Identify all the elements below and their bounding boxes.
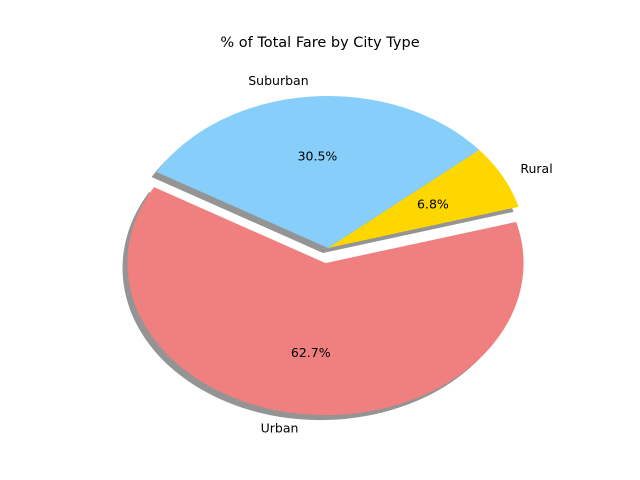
slice-label-urban: Urban — [261, 420, 299, 435]
slice-urban — [127, 187, 524, 416]
slice-pct-label-rural: 6.8% — [417, 197, 449, 212]
slice-pct-label-suburban: 30.5% — [298, 149, 338, 164]
slice-rural — [328, 149, 519, 248]
slice-suburban — [156, 95, 480, 249]
slice-label-rural: Rural — [520, 161, 552, 176]
label-layer: Urban 62.7% Rural 6.8% Suburban 30.5% — [248, 73, 552, 436]
chart-title: % of Total Fare by City Type — [220, 35, 420, 51]
slice-pct-label-urban: 62.7% — [291, 345, 331, 360]
slice-layer — [127, 95, 524, 416]
slice-label-suburban: Suburban — [248, 73, 308, 88]
